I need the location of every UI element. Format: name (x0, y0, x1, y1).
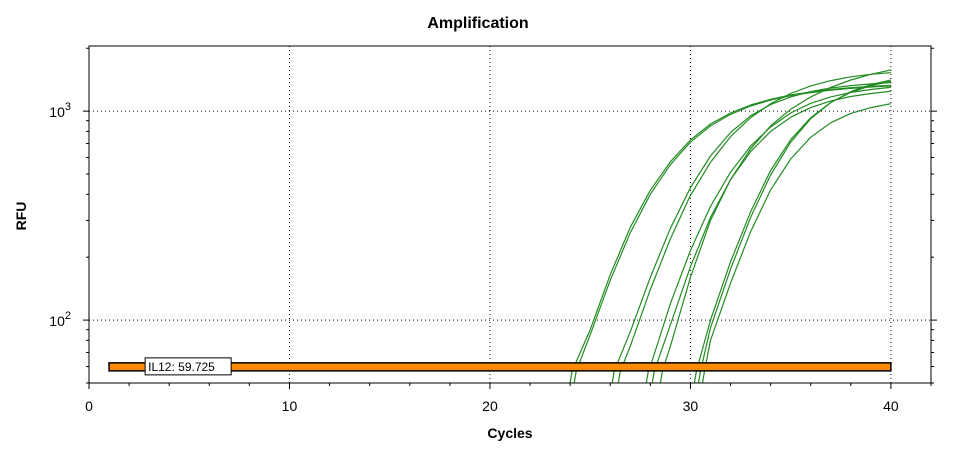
amplification-curve-9 (697, 79, 892, 383)
amplification-curve-5 (645, 86, 891, 383)
x-tick-label: 40 (883, 398, 899, 414)
amplification-curve-4 (617, 72, 891, 383)
x-tick-label: 20 (482, 398, 498, 414)
amplification-curve-1 (569, 84, 891, 383)
threshold-layer: IL12: 59.725 (108, 357, 892, 376)
x-tick-label: 30 (683, 398, 699, 414)
threshold-line (108, 362, 892, 372)
grid-layer (89, 46, 931, 383)
amplification-curve-7 (659, 69, 892, 383)
y-tick-label-exponent: 3 (65, 101, 71, 113)
amplification-curve-3 (611, 82, 891, 383)
amplification-curve-8 (693, 80, 892, 383)
series-layer (569, 69, 892, 383)
chart-title: Amplification (427, 15, 528, 32)
threshold-label: IL12: 59.725 (148, 360, 215, 374)
amplification-curve-2 (573, 85, 891, 383)
y-axis-label: RFU (13, 202, 29, 231)
amplification-curve-10 (701, 103, 892, 383)
x-tick-label: 10 (282, 398, 298, 414)
x-tick-layer: 0 10 20 30 40 (85, 383, 932, 414)
plot-frame (88, 45, 932, 384)
y-tick-label-exponent: 2 (65, 310, 71, 322)
amplification-curve-6 (651, 90, 891, 383)
x-tick-label: 0 (85, 398, 93, 414)
threshold-label-box (144, 357, 232, 376)
x-axis-label: Cycles (487, 425, 532, 441)
